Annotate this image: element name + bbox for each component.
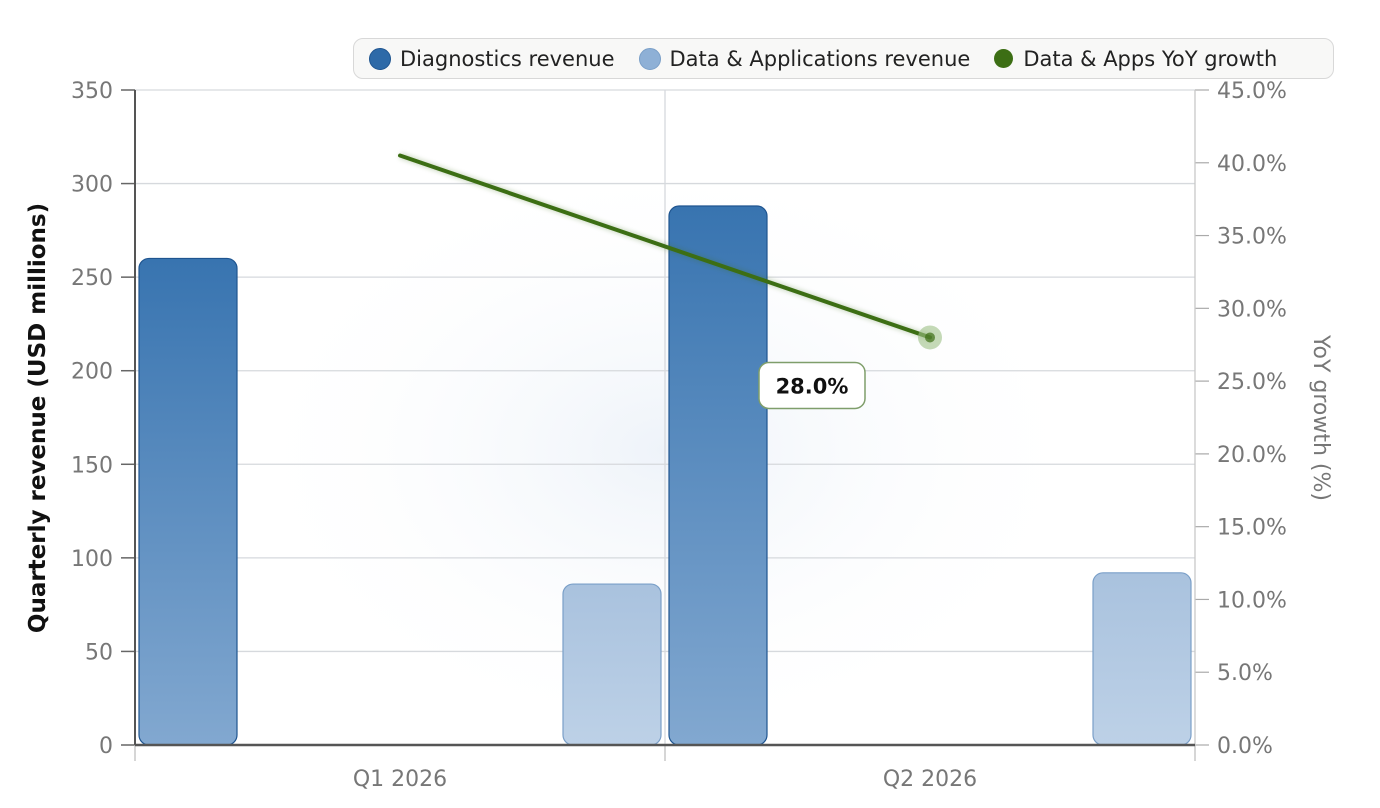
legend-swatch-data-apps (638, 47, 661, 70)
legend: Diagnostics revenue Data & Applications … (353, 38, 1334, 79)
y2-axis-title: YoY growth (%) (1308, 334, 1333, 501)
y2-tick-label: 30.0% (1217, 297, 1287, 322)
legend-swatch-diagnostics (369, 47, 391, 70)
y-tick-label: 50 (85, 640, 113, 665)
y-tick-label: 250 (71, 266, 113, 291)
y-tick-label: 300 (71, 173, 113, 198)
y2-tick-label: 10.0% (1217, 588, 1287, 613)
axes (121, 89, 1209, 761)
y2-tick-label: 15.0% (1217, 516, 1287, 541)
x-tick-label: Q1 2026 (353, 767, 447, 792)
tick-labels: 0 50 100 150 200 250 300 350 0.0% 5.0% 10.0% 15.0% 2… (71, 79, 1287, 792)
legend-item-growth[interactable]: Data & Apps YoY growth (994, 47, 1277, 71)
bar-data-apps (562, 583, 662, 746)
y2-tick-label: 20.0% (1217, 443, 1287, 468)
y-tick-label: 0 (99, 734, 113, 759)
y-tick-label: 100 (71, 547, 113, 572)
legend-label-data-apps: Data & Applications revenue (669, 46, 971, 71)
y2-tick-label: 35.0% (1217, 225, 1287, 250)
grid (135, 89, 1195, 745)
y2-tick-label: 40.0% (1217, 152, 1287, 177)
growth-line (398, 153, 932, 340)
annotation-box (758, 361, 866, 410)
bar-diagnostics (668, 205, 768, 746)
y-tick-label: 350 (71, 79, 113, 104)
y-tick-label: 150 (71, 453, 113, 478)
y-axis-title: Quarterly revenue (USD millions) (25, 203, 51, 633)
legend-label-diagnostics: Diagnostics revenue (400, 46, 615, 71)
x-tick-label: Q2 2026 (883, 767, 977, 792)
annotation-layer: 28.0% (758, 361, 866, 410)
legend-item-data-apps[interactable]: Data & Applications revenue (638, 46, 971, 71)
growth-point (925, 332, 935, 343)
y-tick-label: 200 (71, 360, 113, 385)
y2-tick-label: 45.0% (1217, 79, 1287, 104)
annotation-label: 28.0% (776, 374, 849, 398)
y2-tick-label: 25.0% (1217, 370, 1287, 395)
bar-data-apps (1092, 572, 1192, 746)
growth-line-layer (398, 152, 942, 350)
y2-tick-label: 0.0% (1217, 734, 1273, 759)
y2-tick-label: 5.0% (1217, 661, 1273, 686)
legend-item-diagnostics[interactable]: Diagnostics revenue (369, 47, 615, 71)
bar-diagnostics (138, 257, 238, 746)
legend-swatch-growth (994, 49, 1014, 68)
legend-label-growth: Data & Apps YoY growth (1023, 46, 1278, 71)
